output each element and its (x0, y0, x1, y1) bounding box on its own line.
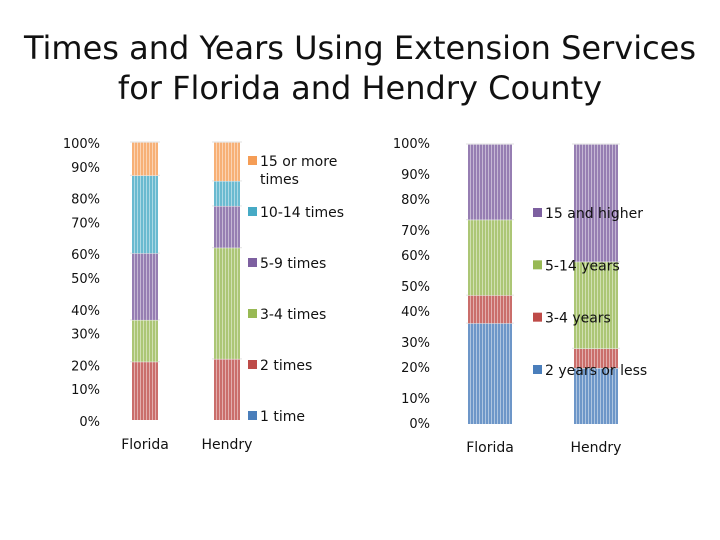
chart-1-bar-segment (212, 141, 242, 181)
chart-2-y-tick: 100% (393, 137, 430, 152)
chart-2: 0% 10% 20% 30% 40% 50% 60% 70% 80% 90% 100% Florida… (393, 137, 647, 456)
chart-2-x-tick: Florida (466, 440, 514, 456)
chart-1-y-tick: 90% (71, 161, 100, 176)
chart-2-legend-item: 3-4 years (533, 311, 611, 327)
chart-1-legend-item: 2 times (248, 358, 312, 374)
chart-1-y-tick: 0% (79, 415, 100, 430)
legend-label: 10-14 times (260, 205, 344, 221)
chart-2-y-tick: 0% (409, 417, 430, 432)
chart-1-bar-segment (130, 319, 160, 362)
chart-2-y-tick: 80% (401, 193, 430, 208)
chart-2-y-tick: 30% (401, 336, 430, 351)
chart-title: Times and Years Using Extension Services… (0, 28, 720, 108)
chart-2-bar-segment (572, 367, 620, 424)
legend-swatch (533, 260, 542, 270)
chart-2-y-tick: 40% (401, 305, 430, 320)
chart-1-legend-item: 1 time (248, 409, 305, 425)
legend-swatch (248, 156, 257, 165)
chart-1-x-tick: Florida (121, 437, 169, 453)
chart-2-y-tick: 10% (401, 392, 430, 407)
chart-1-y-tick: 60% (71, 248, 100, 263)
legend-label: 3-4 times (260, 307, 326, 323)
chart-title-line-2: for Florida and Hendry County (117, 69, 603, 107)
chart-1-bar-segment (212, 358, 242, 420)
legend-swatch (533, 208, 542, 217)
chart-2-bar-segment (466, 143, 514, 220)
chart-1-y-tick: 100% (63, 137, 100, 152)
legend-swatch (248, 258, 257, 267)
chart-1-bar-segment (212, 205, 242, 248)
chart-2-bar-segment (466, 294, 514, 324)
chart-1-bar-segment (130, 174, 160, 254)
legend-swatch (248, 207, 257, 216)
chart-1-legend-item: 15 or more times (248, 154, 337, 188)
chart-1-x-tick: Hendry (202, 437, 253, 453)
legend-swatch (248, 360, 257, 369)
legend-swatch (533, 365, 542, 374)
chart-2-bar-segment (572, 261, 620, 349)
chart-2-bar-segment (466, 322, 514, 424)
chart-1-bar-segment (212, 180, 242, 206)
legend-label: 3-4 years (545, 311, 611, 327)
chart-1: 0% 10% 20% 30% 40% 50% 60% 70% 80% 90% 100% Florida… (63, 137, 344, 453)
chart-2-legend-item: 2 years or less (533, 363, 647, 379)
legend-swatch (248, 411, 257, 420)
legend-label: 1 time (260, 409, 305, 425)
legend-swatch (248, 309, 257, 318)
chart-2-y-tick: 60% (401, 249, 430, 264)
legend-label: 5-14 years (545, 258, 620, 274)
chart-1-bar-segment (130, 361, 160, 420)
chart-2-bar-segment (466, 219, 514, 296)
chart-1-bar-segment (130, 141, 160, 176)
legend-label: 15 or more times (260, 154, 337, 188)
legend-label: 15 and higher (545, 206, 643, 222)
legend-label: 5-9 times (260, 256, 326, 272)
chart-2-bar-segment (572, 143, 620, 262)
chart-2-y-tick: 70% (401, 224, 430, 239)
legend-label: 2 years or less (545, 363, 647, 379)
chart-1-bar-segment (212, 247, 242, 359)
chart-1-legend-item: 3-4 times (248, 307, 326, 323)
chart-1-y-tick: 50% (71, 272, 100, 287)
chart-1-y-tick: 70% (71, 216, 100, 231)
chart-1-y-tick: 10% (71, 383, 100, 398)
legend-label: 2 times (260, 358, 312, 374)
chart-2-x-tick: Hendry (571, 440, 622, 456)
chart-1-y-tick: 20% (71, 359, 100, 374)
chart-2-y-tick: 20% (401, 361, 430, 376)
chart-1-y-tick: 40% (71, 304, 100, 319)
chart-1-legend-item: 5-9 times (248, 256, 326, 272)
chart-2-legend-item: 15 and higher (533, 206, 643, 222)
chart-2-legend-item: 5-14 years (533, 258, 620, 274)
chart-1-y-tick: 80% (71, 193, 100, 208)
chart-1-legend-item: 10-14 times (248, 205, 344, 221)
legend-swatch (533, 312, 542, 322)
chart-2-y-tick: 50% (401, 280, 430, 295)
chart-title-line-1: Times and Years Using Extension Services (23, 29, 697, 67)
chart-1-y-tick: 30% (71, 328, 100, 343)
chart-1-bar-segment (130, 252, 160, 320)
chart-2-y-tick: 90% (401, 168, 430, 183)
